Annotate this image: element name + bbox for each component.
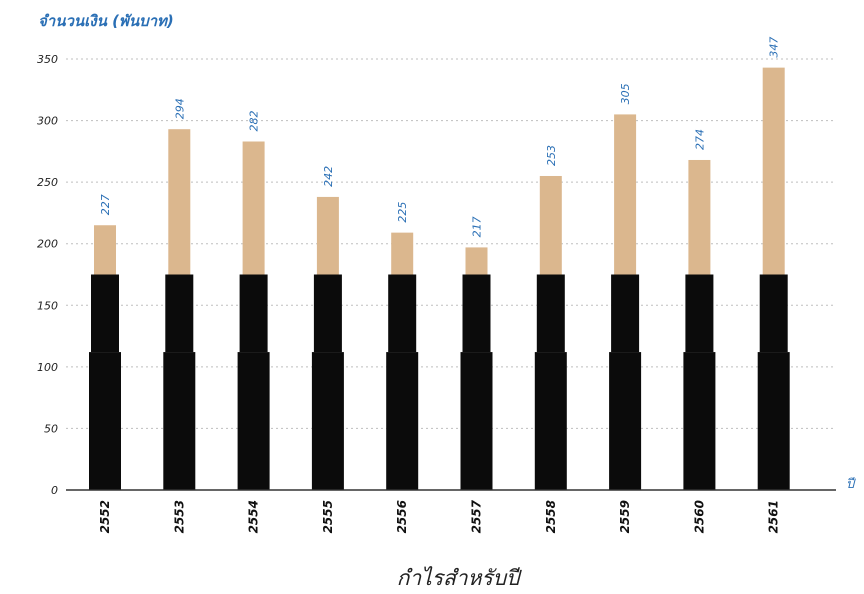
bar-base-segment — [311, 352, 344, 490]
bar — [609, 114, 642, 490]
y-tick-label: 150 — [37, 299, 58, 312]
y-tick-label: 200 — [37, 238, 58, 251]
bar — [757, 67, 790, 490]
bar-base-segment — [163, 352, 196, 490]
bars — [89, 67, 790, 490]
y-tick-label: 350 — [37, 53, 58, 66]
data-label: 282 — [248, 111, 261, 132]
bar-top-segment — [539, 175, 562, 275]
x-tick-label: 2556 — [395, 500, 409, 533]
data-label: 294 — [173, 98, 186, 119]
y-tick-label: 0 — [51, 484, 58, 497]
data-label: 274 — [693, 129, 706, 150]
bar-middle-segment — [759, 274, 788, 353]
bar-middle-segment — [239, 274, 268, 353]
x-tick-label: 2558 — [544, 500, 558, 533]
x-axis-label: กำไรสำหรับปี — [397, 566, 522, 590]
data-label: 253 — [545, 145, 558, 166]
x-tick-label: 2553 — [172, 500, 186, 533]
bar-middle-segment — [313, 274, 342, 353]
bar-base-segment — [683, 352, 716, 490]
bar-top-segment — [614, 114, 637, 275]
data-labels: 227 294 282 242 225 217 253 305 274 347 — [99, 37, 781, 238]
data-label: 225 — [396, 202, 409, 223]
bar-middle-segment — [165, 274, 194, 353]
x-tick-label: 2557 — [470, 499, 484, 533]
bar-base-segment — [89, 352, 121, 490]
data-label: 347 — [768, 37, 781, 58]
data-label: 305 — [619, 83, 632, 104]
bar — [163, 129, 196, 490]
y-tick-labels: 0 50 100 150 200 250 300 350 — [37, 53, 58, 497]
bar-top-segment — [316, 196, 339, 275]
bar-middle-segment — [91, 274, 119, 353]
bar — [460, 247, 493, 490]
x-tick-label: 2552 — [98, 500, 112, 533]
bar — [89, 225, 121, 490]
bar-base-segment — [386, 352, 419, 490]
y-tick-label: 300 — [37, 115, 58, 128]
bar-base-segment — [237, 352, 270, 490]
bar-top-segment — [242, 141, 265, 275]
x-tick-label: 2554 — [247, 500, 261, 533]
bar-middle-segment — [536, 274, 565, 353]
x-tick-label: 2555 — [321, 500, 335, 533]
x-tick-labels: 2552 2553 2554 2555 2556 2557 2558 2559 2560 2561 — [98, 499, 781, 533]
x-axis-unit: ปี — [846, 476, 856, 492]
bar — [534, 175, 567, 490]
bar-middle-segment — [388, 274, 417, 353]
data-label: 217 — [471, 216, 484, 237]
bar-middle-segment — [611, 274, 640, 353]
bar-top-segment — [688, 159, 711, 275]
bar-top-segment — [391, 232, 414, 275]
bar-base-segment — [757, 352, 790, 490]
bar-base-segment — [460, 352, 493, 490]
bar-top-segment — [168, 129, 191, 275]
bar-base-segment — [534, 352, 567, 490]
bar-top-segment — [465, 247, 488, 275]
x-tick-label: 2560 — [692, 500, 706, 533]
bar — [311, 196, 344, 490]
bar-middle-segment — [685, 274, 714, 353]
y-tick-label: 50 — [44, 422, 58, 435]
bar-top-segment — [762, 67, 785, 275]
bar — [237, 141, 270, 490]
data-label: 242 — [322, 166, 335, 187]
y-tick-label: 100 — [37, 361, 58, 374]
bar-middle-segment — [462, 274, 491, 353]
x-tick-label: 2561 — [767, 500, 781, 533]
bar-top-segment — [94, 225, 116, 275]
bar — [386, 232, 419, 490]
bar-base-segment — [609, 352, 642, 490]
y-axis-label: จำนวนเงิน (พันบาท) — [38, 12, 174, 30]
bar — [683, 159, 716, 490]
x-tick-label: 2559 — [618, 500, 632, 533]
data-label: 227 — [99, 194, 112, 215]
y-tick-label: 250 — [37, 176, 58, 189]
